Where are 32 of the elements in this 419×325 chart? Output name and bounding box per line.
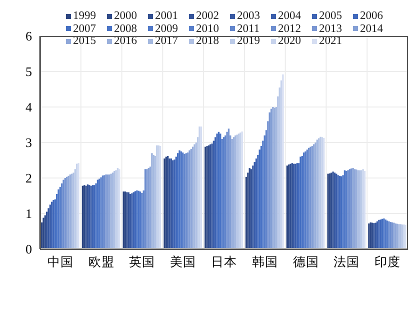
- legend-label: 2002: [195, 10, 220, 22]
- legend-label: 2009: [154, 22, 179, 35]
- y-tick-label: 3: [26, 135, 32, 150]
- x-tick-label: 欧盟: [88, 254, 114, 269]
- legend-label: 2013: [318, 22, 343, 35]
- legend-label: 2014: [359, 22, 384, 35]
- legend-label: 2010: [195, 22, 220, 35]
- legend-label: 2004: [277, 10, 302, 22]
- legend-label: 2011: [236, 22, 261, 35]
- legend-label: 2005: [318, 10, 343, 22]
- legend-label: 2012: [277, 22, 302, 35]
- x-tick-label: 英国: [129, 254, 156, 269]
- legend-label: 2008: [113, 22, 138, 35]
- x-tick-label: 日本: [211, 254, 237, 269]
- legend-label: 2001: [154, 10, 179, 22]
- y-tick-label: 2: [26, 170, 32, 186]
- x-tick-label: 韩国: [252, 254, 278, 269]
- legend-label: 2000: [113, 10, 138, 22]
- y-tick-label: 1: [26, 206, 32, 222]
- y-tick-label: 0: [26, 242, 32, 257]
- legend-label: 1999: [72, 10, 97, 22]
- x-tick-label: 德国: [292, 254, 319, 269]
- y-tick-label: 5: [26, 64, 32, 80]
- x-tick-label: 美国: [170, 254, 196, 269]
- y-tick-label: 6: [26, 28, 32, 44]
- x-tick-label: 印度: [374, 254, 401, 269]
- legend-label: 2006: [359, 10, 384, 22]
- x-tick-label: 中国: [47, 254, 74, 269]
- y-tick-label: 4: [26, 100, 32, 115]
- legend-label: 2007: [72, 22, 97, 35]
- x-tick-label: 法国: [334, 254, 360, 269]
- legend-label: 2003: [236, 10, 261, 22]
